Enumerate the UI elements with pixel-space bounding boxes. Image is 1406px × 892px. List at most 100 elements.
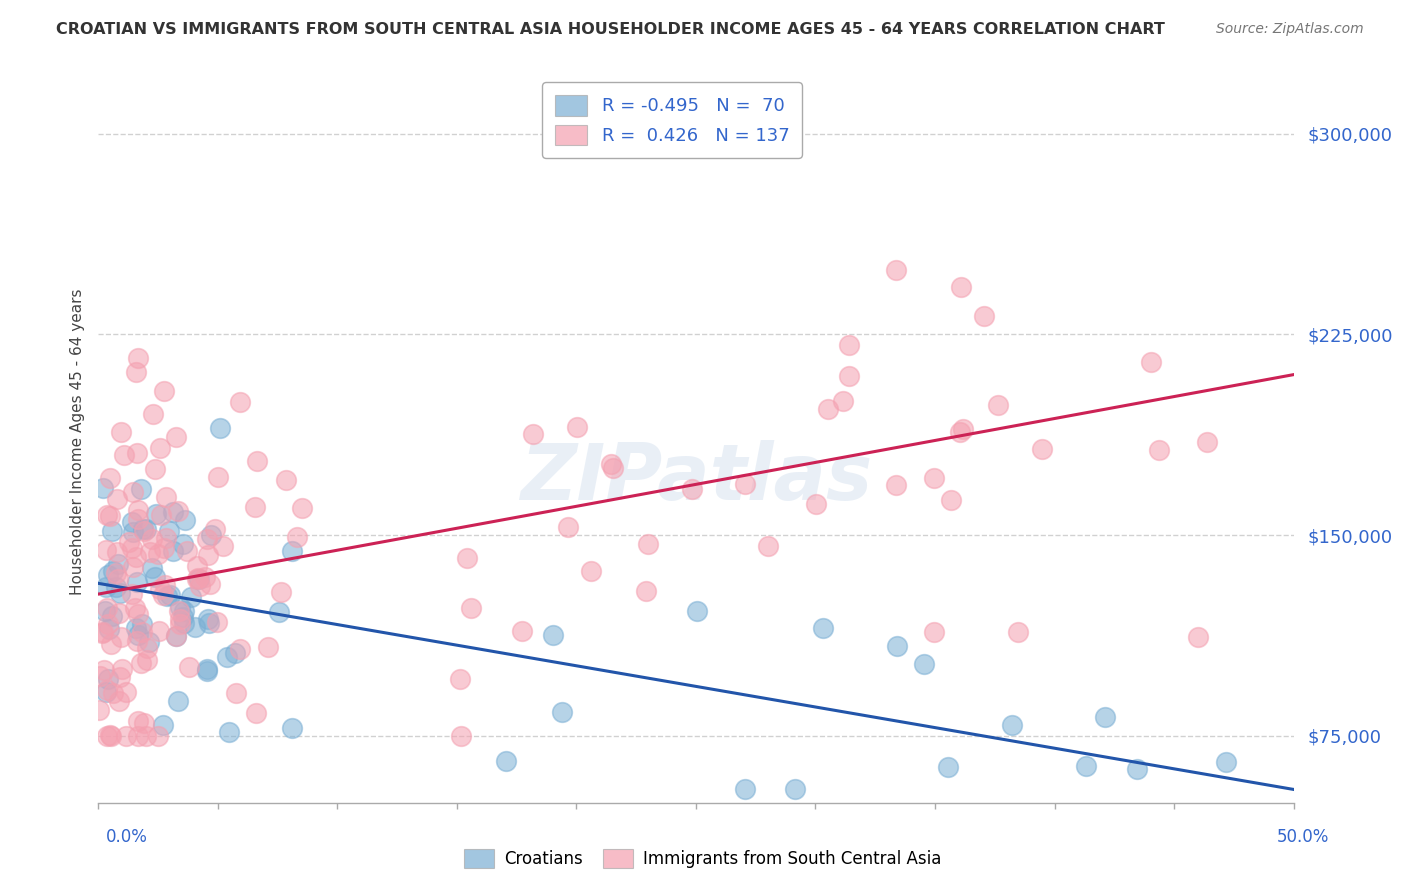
- Point: [280, 721, 302, 735]
- Point: [551, 705, 574, 719]
- Point: [135, 522, 157, 536]
- Point: [110, 630, 132, 644]
- Point: [274, 473, 297, 487]
- Point: [121, 560, 143, 574]
- Point: [93, 663, 115, 677]
- Point: [121, 541, 143, 555]
- Point: [98, 471, 121, 485]
- Point: [884, 477, 907, 491]
- Point: [886, 639, 908, 653]
- Point: [172, 610, 194, 624]
- Point: [132, 522, 155, 536]
- Point: [599, 457, 621, 471]
- Point: [167, 503, 190, 517]
- Point: [100, 729, 122, 743]
- Point: [149, 441, 172, 455]
- Point: [169, 617, 191, 632]
- Point: [1187, 630, 1209, 644]
- Point: [207, 470, 229, 484]
- Point: [132, 715, 155, 730]
- Point: [179, 660, 201, 674]
- Point: [98, 623, 121, 637]
- Point: [111, 662, 134, 676]
- Point: [681, 482, 703, 496]
- Point: [114, 729, 136, 743]
- Point: [145, 507, 167, 521]
- Point: [1147, 443, 1170, 458]
- Point: [93, 603, 115, 617]
- Point: [567, 420, 589, 434]
- Point: [129, 482, 152, 496]
- Point: [142, 408, 165, 422]
- Point: [152, 718, 174, 732]
- Point: [541, 628, 564, 642]
- Point: [522, 426, 544, 441]
- Point: [127, 446, 149, 460]
- Point: [176, 544, 198, 558]
- Point: [165, 629, 187, 643]
- Point: [156, 589, 179, 603]
- Point: [131, 624, 153, 639]
- Point: [686, 604, 709, 618]
- Point: [104, 566, 127, 581]
- Point: [105, 492, 128, 507]
- Point: [105, 545, 128, 559]
- Point: [165, 630, 187, 644]
- Point: [146, 548, 169, 562]
- Text: CROATIAN VS IMMIGRANTS FROM SOUTH CENTRAL ASIA HOUSEHOLDER INCOME AGES 45 - 64 Y: CROATIAN VS IMMIGRANTS FROM SOUTH CENTRA…: [56, 22, 1166, 37]
- Point: [127, 714, 149, 728]
- Point: [217, 650, 239, 665]
- Point: [450, 729, 472, 743]
- Point: [125, 549, 148, 564]
- Point: [148, 624, 170, 639]
- Point: [148, 582, 170, 596]
- Point: [180, 590, 202, 604]
- Point: [224, 646, 246, 660]
- Point: [197, 612, 219, 626]
- Point: [1215, 756, 1237, 770]
- Point: [127, 351, 149, 366]
- Point: [449, 673, 471, 687]
- Point: [107, 557, 129, 571]
- Point: [1094, 710, 1116, 724]
- Point: [198, 615, 221, 630]
- Point: [108, 694, 131, 708]
- Text: 0.0%: 0.0%: [105, 828, 148, 846]
- Point: [456, 550, 478, 565]
- Point: [152, 541, 174, 556]
- Point: [89, 669, 111, 683]
- Point: [1197, 434, 1219, 449]
- Point: [91, 626, 114, 640]
- Text: 50.0%: 50.0%: [1277, 828, 1329, 846]
- Point: [950, 279, 973, 293]
- Point: [194, 570, 217, 584]
- Point: [1001, 718, 1024, 732]
- Point: [127, 512, 149, 526]
- Point: [165, 429, 187, 443]
- Point: [838, 369, 860, 384]
- Point: [245, 706, 267, 720]
- Point: [159, 588, 181, 602]
- Point: [157, 524, 180, 539]
- Point: [136, 653, 159, 667]
- Point: [174, 514, 197, 528]
- Point: [162, 505, 184, 519]
- Point: [212, 539, 235, 553]
- Point: [100, 636, 122, 650]
- Legend: R = -0.495   N =  70, R =  0.426   N = 137: R = -0.495 N = 70, R = 0.426 N = 137: [543, 82, 801, 158]
- Point: [127, 503, 149, 517]
- Point: [98, 508, 121, 523]
- Point: [124, 601, 146, 615]
- Point: [936, 760, 959, 774]
- Text: Source: ZipAtlas.com: Source: ZipAtlas.com: [1216, 22, 1364, 37]
- Point: [96, 683, 118, 698]
- Point: [107, 573, 129, 587]
- Point: [127, 628, 149, 642]
- Point: [138, 635, 160, 649]
- Point: [939, 493, 962, 508]
- Point: [510, 624, 533, 639]
- Point: [198, 576, 221, 591]
- Point: [97, 567, 120, 582]
- Point: [186, 572, 208, 586]
- Point: [155, 531, 177, 545]
